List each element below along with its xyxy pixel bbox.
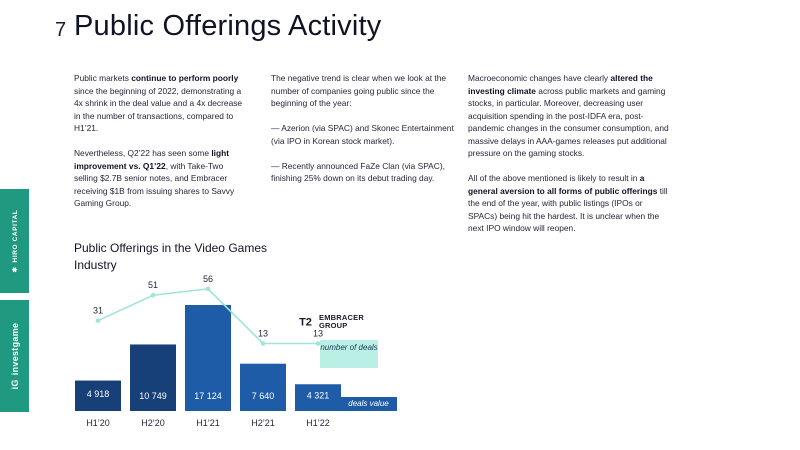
page-title: Public Offerings Activity: [74, 10, 382, 42]
take-two-logo-icon: T2: [297, 313, 314, 330]
bar-value-label: 17 124: [194, 391, 222, 401]
deals-label: 31: [93, 306, 103, 316]
body-text: , with Take-Two selling $2.7B senior not…: [74, 160, 235, 209]
body-text: Macroeconomic changes have clearly: [468, 73, 611, 83]
body-text: till the end of the year, with public li…: [468, 185, 668, 234]
deals-point: [315, 341, 321, 346]
x-tick-label: H1’22: [306, 418, 330, 428]
bar-value-label: 4 321: [307, 391, 330, 401]
col3-paragraph-1: Macroeconomic changes have clearly alter…: [468, 72, 673, 160]
deals-point: [95, 318, 101, 323]
chart-title: Public Offerings in the Video Games Indu…: [74, 241, 267, 272]
body-text: All of the above mentioned is likely to …: [468, 173, 640, 183]
col1-paragraph-1: Public markets continue to perform poorl…: [74, 72, 249, 135]
deals-label: 56: [203, 274, 213, 284]
embracer-group-logo: EMBRACER GROUP: [319, 314, 364, 330]
x-tick-label: H2’21: [251, 418, 275, 428]
deals-point: [150, 292, 156, 298]
deals-point: [205, 286, 211, 292]
emphasis-text: continue to perform poorly: [131, 73, 239, 83]
emphasis-text: a general aversion to all forms of publi…: [468, 173, 658, 196]
deals-label: 51: [148, 280, 158, 290]
col3-paragraph-2: All of the above mentioned is likely to …: [468, 172, 673, 235]
bar-H1’22: [295, 384, 341, 411]
investgame-tab: iGinvestgame: [0, 300, 29, 412]
deals-label: 13: [313, 328, 323, 338]
deals-label: 13: [258, 328, 268, 338]
emphasis-text: light improvement vs. Q1’22: [74, 148, 230, 171]
take-two-logo-text: T2: [299, 317, 312, 329]
bar-H2’20: [130, 344, 176, 411]
text-column-2: The negative trend is clear when we look…: [271, 72, 461, 197]
bar-H1’20: [75, 380, 121, 411]
bar-H1’21: [185, 305, 231, 411]
x-tick-label: H1’20: [86, 418, 110, 428]
page-number: 7: [55, 19, 67, 41]
col2-paragraph-3: — Recently announced FaZe Clan (via SPAC…: [271, 160, 445, 184]
bar-value-label: 7 640: [252, 391, 275, 401]
col2-paragraph-1: The negative trend is clear when we look…: [271, 73, 447, 108]
body-text: Public markets: [74, 73, 132, 83]
embracer-logo-line2: GROUP: [319, 321, 348, 330]
bar-value-label: 4 918: [87, 389, 110, 399]
legend-number-of-deals: number of deals: [320, 340, 378, 368]
text-column-1: Public markets continue to perform poorl…: [74, 72, 249, 222]
x-tick-label: H2’20: [141, 418, 165, 428]
text-column-3: Macroeconomic changes have clearly alter…: [468, 72, 673, 247]
deals-point: [260, 341, 266, 346]
col1-paragraph-2: Nevertheless, Q2’22 has seen some light …: [74, 147, 249, 210]
body-text: since the beginning of 2022, demonstrati…: [74, 85, 243, 134]
legend-deals-value: deals value: [340, 397, 397, 411]
emphasis-text: altered the investing climate: [468, 73, 653, 96]
body-text: across public markets and gaming stocks,…: [468, 85, 669, 159]
x-tick-label: H1’21: [196, 418, 220, 428]
embracer-logo-line1: EMBRACER: [319, 313, 364, 322]
bar-value-label: 10 749: [139, 391, 167, 401]
col2-paragraph-2: — Azerion (via SPAC) and Skonec Entertai…: [271, 123, 454, 146]
bar-H2’21: [240, 363, 286, 411]
body-text: Nevertheless, Q2’22 has seen some: [74, 148, 212, 158]
hiro-capital-tab: ✱HIRO CAPITAL: [0, 189, 29, 293]
